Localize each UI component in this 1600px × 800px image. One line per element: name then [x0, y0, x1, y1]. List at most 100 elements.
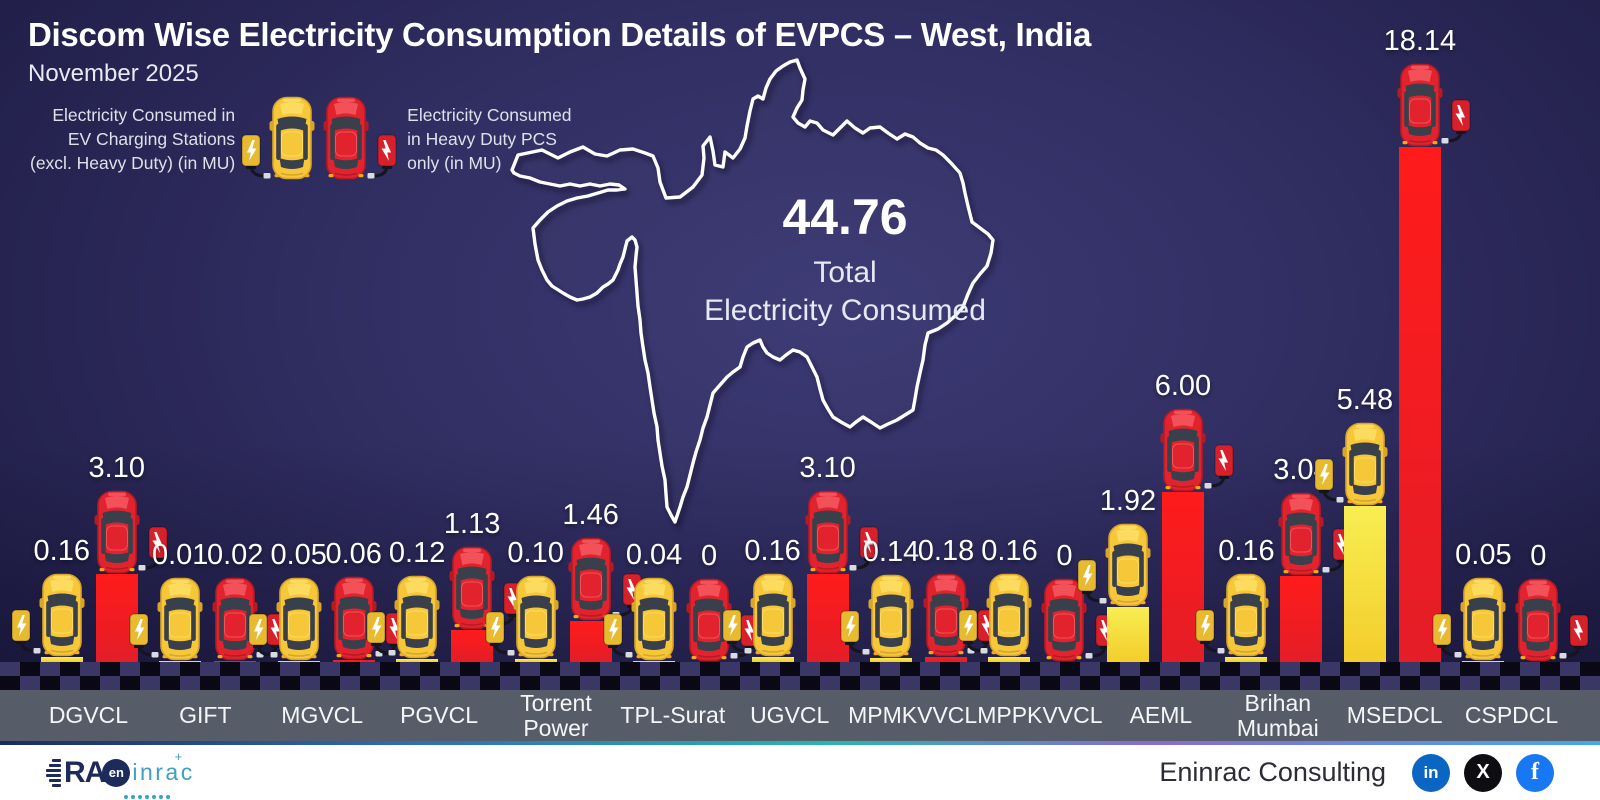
- value-label: 0.14: [862, 536, 920, 568]
- discom-label: CSPDCL: [1464, 702, 1559, 729]
- heavy-duty-bar: 0: [1515, 540, 1589, 662]
- value-label: 1.92: [1099, 485, 1157, 517]
- yellow-car-icon: [868, 574, 914, 658]
- red-car-icon: [923, 573, 969, 657]
- value-label: 0.16: [981, 535, 1038, 567]
- total-value: 44.76: [782, 189, 908, 245]
- discom-label: MGVCL: [281, 702, 364, 729]
- discom-label: GIFT: [179, 702, 232, 729]
- yellow-car-icon: [631, 577, 677, 661]
- bar-rect: [870, 658, 913, 662]
- red-car-icon: [1515, 578, 1561, 662]
- ev-bar: 0.01: [129, 539, 208, 662]
- charging-station-icon: [1313, 458, 1345, 504]
- ev-bar: 0.10: [485, 537, 564, 662]
- value-label: 0.04: [625, 539, 683, 571]
- footer-right: Eninrac Consulting in X f: [1159, 753, 1554, 792]
- ev-bar: 5.48: [1314, 384, 1393, 662]
- discom-label: PGVCL: [400, 702, 479, 729]
- red-car-icon: [449, 546, 495, 630]
- red-car-icon: [94, 490, 140, 574]
- heavy-duty-bar: 6.00: [1155, 370, 1234, 662]
- footer: RA en inrac + Eninrac Consulting in X f: [0, 745, 1600, 800]
- discom-group: 0.01 0.02: [129, 539, 286, 662]
- discom-label: MPPKVVCL: [977, 702, 1103, 729]
- red-car-icon: [568, 537, 614, 621]
- bar-rect: [925, 657, 968, 662]
- red-car-icon: [212, 577, 258, 661]
- bar-rect: [633, 661, 676, 662]
- discom-label: MSEDCL: [1346, 702, 1443, 729]
- ev-bar: 1.92: [1077, 485, 1156, 662]
- value-label: 0.01: [151, 539, 209, 571]
- logo-text-inrac: inrac +: [132, 749, 195, 785]
- value-label: 0.16: [33, 535, 90, 567]
- logo-text-ra: RA: [64, 755, 106, 789]
- value-label: 0.05: [270, 539, 327, 571]
- ev-bar: 0.16: [1195, 535, 1275, 662]
- value-label: 0.12: [388, 537, 446, 569]
- yellow-car-icon: [1460, 577, 1506, 661]
- x-icon[interactable]: X: [1464, 753, 1502, 792]
- bar-rect: [396, 659, 439, 662]
- legend-yellow-car-icon: [241, 96, 315, 182]
- discom-label: AEML: [1129, 702, 1193, 729]
- red-car-icon: [805, 490, 851, 574]
- value-label: 0.02: [206, 539, 264, 571]
- discom-label: TPL-Surat: [620, 702, 726, 729]
- discom-group: 0.16 0: [958, 535, 1116, 662]
- charging-station-icon: [484, 611, 516, 657]
- logo-plus: +: [174, 749, 185, 764]
- value-label: 0: [701, 540, 718, 572]
- charging-station-icon: [1203, 444, 1235, 490]
- discom-group: 0.12 1.13: [366, 508, 523, 662]
- header: Discom Wise Electricity Consumption Deta…: [28, 16, 1091, 88]
- legend: Electricity Consumed in EV Charging Stat…: [30, 96, 572, 182]
- accent-divider: [0, 741, 1600, 745]
- red-car-icon: [1041, 578, 1087, 662]
- charging-station-icon: [1558, 614, 1590, 660]
- value-label: 0.16: [1218, 535, 1275, 567]
- red-car-icon: [1397, 63, 1443, 147]
- bar-rect: [277, 661, 320, 662]
- bar-rect: [40, 657, 83, 662]
- value-label: 0.05: [1455, 539, 1512, 571]
- yellow-car-icon: [1105, 523, 1151, 607]
- red-car-icon: [331, 576, 377, 660]
- bar-rect: [1343, 506, 1386, 662]
- yellow-car-icon: [1342, 422, 1388, 506]
- ev-bar: 0.05: [1432, 539, 1512, 662]
- ev-bar: 0.04: [603, 539, 682, 662]
- legend-label-ev: Electricity Consumed in EV Charging Stat…: [30, 104, 236, 174]
- value-label: 5.48: [1336, 384, 1394, 416]
- heavy-duty-bar: 0.06: [325, 538, 405, 662]
- linkedin-icon[interactable]: in: [1412, 753, 1450, 792]
- heavy-duty-bar: 1.13: [444, 508, 523, 662]
- yellow-car-icon: [276, 577, 322, 661]
- ev-bar: 0.16: [958, 535, 1038, 662]
- charging-station-icon: [1440, 99, 1472, 145]
- chart: 0.16 3.10: [0, 25, 1600, 662]
- ev-bar: 0.12: [366, 537, 445, 662]
- charging-station-icon: [721, 609, 753, 655]
- bar-rect: [214, 661, 257, 662]
- value-label: 0.16: [744, 535, 801, 567]
- bar-rect: [1280, 576, 1323, 662]
- page-title: Discom Wise Electricity Consumption Deta…: [28, 16, 1092, 53]
- value-label: 0.06: [325, 538, 382, 570]
- discom-label: DGVCL: [48, 702, 129, 729]
- charging-station-icon: [602, 613, 634, 659]
- facebook-icon[interactable]: f: [1516, 753, 1554, 792]
- bar-rect: [1225, 657, 1268, 662]
- red-car-icon: [1160, 408, 1206, 492]
- heavy-duty-bar: 18.14: [1384, 25, 1471, 662]
- bar-rect: [514, 659, 557, 662]
- charging-station-icon: [10, 609, 42, 655]
- charging-station-icon: [247, 613, 279, 659]
- charging-station-icon: [1076, 559, 1108, 605]
- logo-dots: [124, 794, 170, 799]
- value-label: 0: [1530, 540, 1547, 572]
- charging-station-icon: [365, 611, 397, 657]
